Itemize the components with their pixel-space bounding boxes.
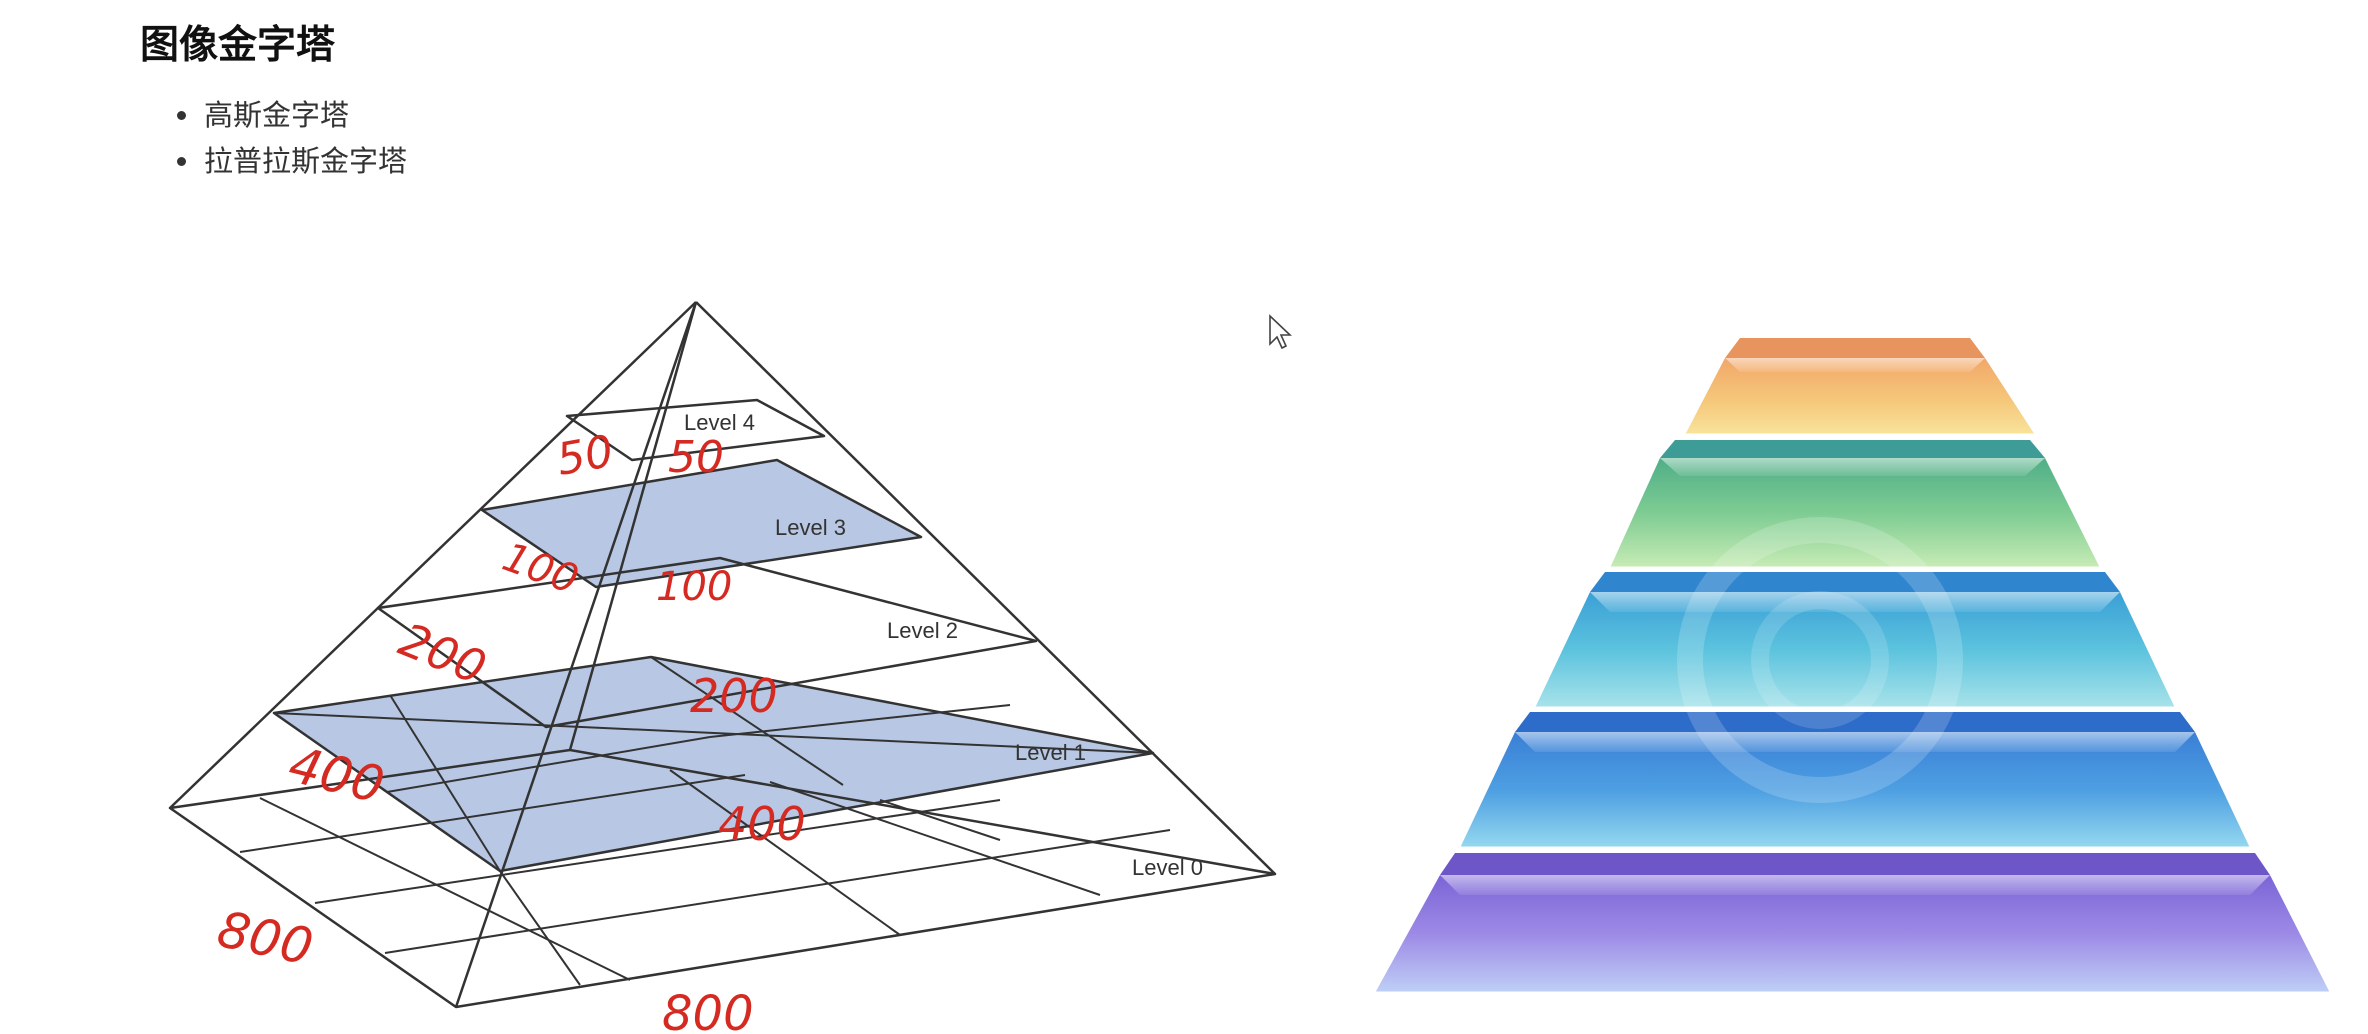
bullet-gaussian-pyramid: 高斯金字塔 bbox=[202, 92, 407, 138]
annotation-50-right: 50 bbox=[668, 432, 724, 483]
annotation-200-right: 200 bbox=[690, 669, 778, 723]
decorative-ring bbox=[1751, 591, 1889, 729]
annotation-100-right: 100 bbox=[656, 564, 732, 610]
bullet-laplacian-pyramid: 拉普拉斯金字塔 bbox=[202, 138, 407, 184]
annotation-50-left: 50 bbox=[553, 426, 617, 486]
annotation-800-bottom: 800 bbox=[662, 986, 754, 1034]
level-3-plane bbox=[480, 458, 923, 589]
level-3-label: Level 3 bbox=[775, 515, 846, 540]
level-4-label: Level 4 bbox=[684, 410, 755, 435]
level-2-label: Level 2 bbox=[887, 618, 958, 643]
level-2-plane bbox=[376, 556, 1038, 729]
pyramid-layer-4 bbox=[1460, 712, 2250, 850]
level-1-label: Level 1 bbox=[1015, 740, 1086, 765]
bullet-list: 高斯金字塔 拉普拉斯金字塔 bbox=[168, 92, 407, 184]
pyramid-layer-1 bbox=[1685, 338, 2035, 437]
gaussian-pyramid-diagram bbox=[168, 301, 1277, 1009]
annotation-400-right: 400 bbox=[718, 797, 806, 851]
mouse-cursor-icon bbox=[1269, 314, 1293, 350]
pyramid-layer-5 bbox=[1375, 853, 2330, 995]
level-0-label: Level 0 bbox=[1132, 855, 1203, 880]
decorative-ring bbox=[1677, 517, 1963, 803]
layered-pyramid-graphic bbox=[1375, 338, 2330, 995]
page-title: 图像金字塔 bbox=[140, 23, 336, 68]
pyramid-layer-2 bbox=[1610, 440, 2100, 570]
annotation-800-left: 800 bbox=[213, 900, 318, 977]
annotation-200-left: 200 bbox=[392, 612, 494, 695]
pyramid-layer-3 bbox=[1535, 572, 2175, 710]
level-4-plane bbox=[565, 398, 826, 462]
